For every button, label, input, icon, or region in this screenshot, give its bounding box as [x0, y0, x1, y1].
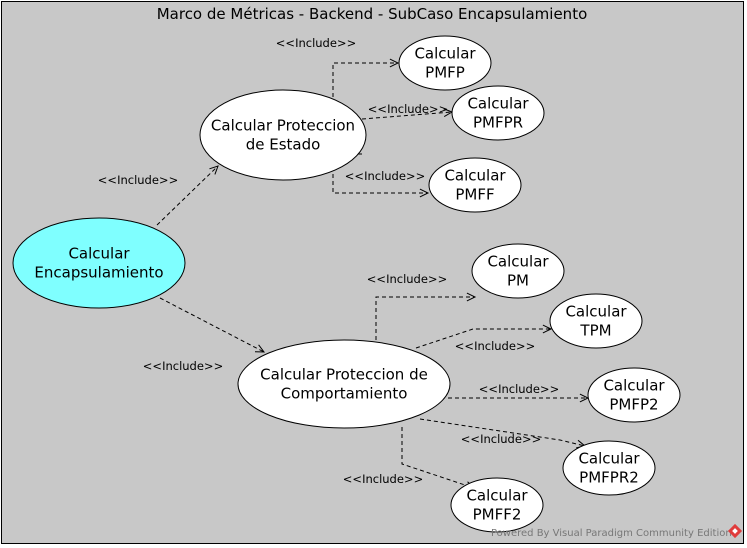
use-case-label-line: Calcular	[68, 245, 130, 263]
include-edge	[361, 111, 453, 120]
use-case-label-line: PMFPR	[473, 114, 523, 132]
use-case-label-line: Encapsulamiento	[34, 264, 163, 282]
include-labels: <<Include>> <<Include>> <<Include>> <<Inclu…	[98, 36, 559, 486]
include-relation-calc_proteccion_comportamiento-to-calc_tpm	[415, 324, 553, 349]
include-edge	[156, 165, 219, 226]
include-stereotype-label: <<Include>>	[368, 102, 448, 116]
use-case-label-line: de Estado	[246, 136, 321, 154]
use-case-ellipse[interactable]	[549, 293, 643, 349]
include-stereotype-label: <<Include>>	[345, 169, 425, 183]
use-case-label-line: TPM	[579, 322, 611, 340]
use-case-ellipse[interactable]	[451, 85, 545, 141]
arrowhead-icon	[254, 344, 266, 353]
include-stereotype-label: <<Include>>	[343, 472, 423, 486]
use-case-label-line: Calcular	[565, 303, 627, 321]
diagram-title: Marco de Métricas - Backend - SubCaso En…	[157, 5, 588, 23]
include-relation-calc_encapsulamiento-to-calc_proteccion_comportamiento	[159, 297, 266, 353]
use-case-label-line: PMFP2	[609, 396, 658, 414]
use-case-ellipse[interactable]	[471, 243, 565, 299]
use-case-label-line: PMFPR2	[579, 469, 639, 487]
include-edge	[375, 296, 475, 340]
use-case-label-line: Calcular	[603, 377, 665, 395]
include-edge	[159, 297, 265, 353]
include-relation-calc_encapsulamiento-to-calc_proteccion_estado	[156, 165, 219, 226]
use-case-ellipse[interactable]	[398, 35, 492, 91]
use-case-label-line: Comportamiento	[281, 385, 408, 403]
use-case-label-line: Calcular Proteccion de	[260, 366, 428, 384]
use-case-label-line: Calcular	[414, 45, 476, 63]
arrowhead-icon	[466, 292, 477, 302]
include-relations	[156, 58, 590, 490]
use-case-label-line: PM	[507, 272, 529, 290]
use-case-label-line: Calcular Proteccion	[211, 117, 355, 135]
include-stereotype-label: <<Include>>	[276, 36, 356, 50]
include-stereotype-label: <<Include>>	[367, 272, 447, 286]
include-relation-calc_proteccion_comportamiento-to-calc_pm	[375, 292, 477, 340]
visual-paradigm-logo-icon	[727, 523, 743, 539]
include-edge	[401, 427, 475, 489]
use-case-ellipse[interactable]	[562, 440, 656, 496]
use-case-ellipse[interactable]	[12, 217, 186, 309]
include-edge	[419, 418, 586, 447]
use-case-label-line: PMFF	[455, 186, 494, 204]
arrowhead-icon	[389, 58, 400, 68]
include-stereotype-label: <<Include>>	[143, 359, 223, 373]
include-edge	[415, 328, 551, 349]
use-case-ellipse[interactable]	[450, 477, 544, 533]
use-case-label-line: Calcular	[467, 95, 529, 113]
use-case-ellipse[interactable]	[199, 89, 367, 181]
include-stereotype-label: <<Include>>	[98, 173, 178, 187]
include-stereotype-label: <<Include>>	[479, 382, 559, 396]
use-case-label-line: PMFP	[425, 64, 465, 82]
include-stereotype-label: <<Include>>	[455, 339, 535, 353]
use-case-ellipse[interactable]	[428, 157, 522, 213]
watermark-text: Powered By Visual Paradigm Community Edi…	[491, 528, 732, 539]
use-case-label-line: PMFF2	[473, 506, 522, 524]
watermark: Powered By Visual Paradigm Community Edi…	[491, 523, 743, 539]
arrowhead-icon	[419, 188, 430, 198]
use-case-label-line: Calcular	[466, 487, 528, 505]
include-stereotype-label: <<Include>>	[461, 432, 541, 446]
use-case-label-line: Calcular	[578, 450, 640, 468]
use-case-ellipse[interactable]	[237, 339, 451, 429]
use-case-label-line: Calcular	[444, 167, 506, 185]
arrowhead-icon	[209, 165, 219, 175]
arrowhead-icon	[542, 324, 553, 334]
use-case-ellipse[interactable]	[587, 367, 681, 423]
use-case-label-line: Calcular	[487, 253, 549, 271]
